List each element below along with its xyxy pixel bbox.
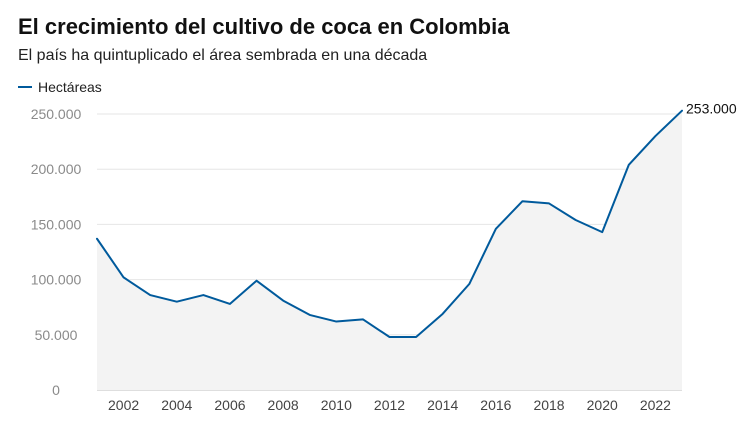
data-point	[520, 199, 524, 203]
data-point	[600, 230, 604, 234]
data-point	[122, 275, 126, 279]
data-point	[653, 134, 657, 138]
data-point	[255, 279, 259, 283]
x-tick-label: 2004	[161, 397, 192, 413]
data-point	[680, 109, 684, 113]
data-point	[95, 237, 99, 241]
legend-swatch	[18, 86, 32, 88]
data-point	[574, 218, 578, 222]
x-tick-label: 2010	[321, 397, 352, 413]
data-point	[494, 227, 498, 231]
data-point	[148, 293, 152, 297]
legend-label: Hectáreas	[38, 79, 102, 95]
data-point	[414, 335, 418, 339]
data-point	[441, 312, 445, 316]
legend: Hectáreas	[18, 79, 102, 95]
data-point	[361, 317, 365, 321]
data-point	[547, 201, 551, 205]
x-tick-label: 2016	[480, 397, 511, 413]
y-tick-label: 100.000	[31, 272, 82, 288]
chart-subtitle: El país ha quintuplicado el área sembrad…	[18, 47, 428, 64]
data-point	[388, 335, 392, 339]
x-tick-label: 2008	[268, 397, 299, 413]
data-point	[334, 320, 338, 324]
x-tick-label: 2006	[214, 397, 245, 413]
y-tick-label: 50.000	[35, 327, 78, 343]
data-point	[228, 302, 232, 306]
data-point	[308, 313, 312, 317]
y-tick-label: 200.000	[31, 161, 82, 177]
y-tick-label: 0	[52, 382, 60, 398]
x-tick-label: 2022	[640, 397, 671, 413]
x-tick-label: 2014	[427, 397, 458, 413]
chart-title: El crecimiento del cultivo de coca en Co…	[18, 14, 510, 39]
end-value-label: 253.000	[686, 101, 737, 117]
data-point	[281, 299, 285, 303]
data-point	[201, 293, 205, 297]
x-tick-label: 2018	[533, 397, 564, 413]
data-point	[175, 300, 179, 304]
x-tick-label: 2012	[374, 397, 405, 413]
y-tick-label: 250.000	[31, 106, 82, 122]
x-tick-label: 2002	[108, 397, 139, 413]
data-point	[627, 163, 631, 167]
x-tick-label: 2020	[587, 397, 618, 413]
y-tick-label: 150.000	[31, 216, 82, 232]
series-area	[97, 110, 682, 391]
data-point	[467, 282, 471, 286]
series-line	[96, 109, 683, 339]
